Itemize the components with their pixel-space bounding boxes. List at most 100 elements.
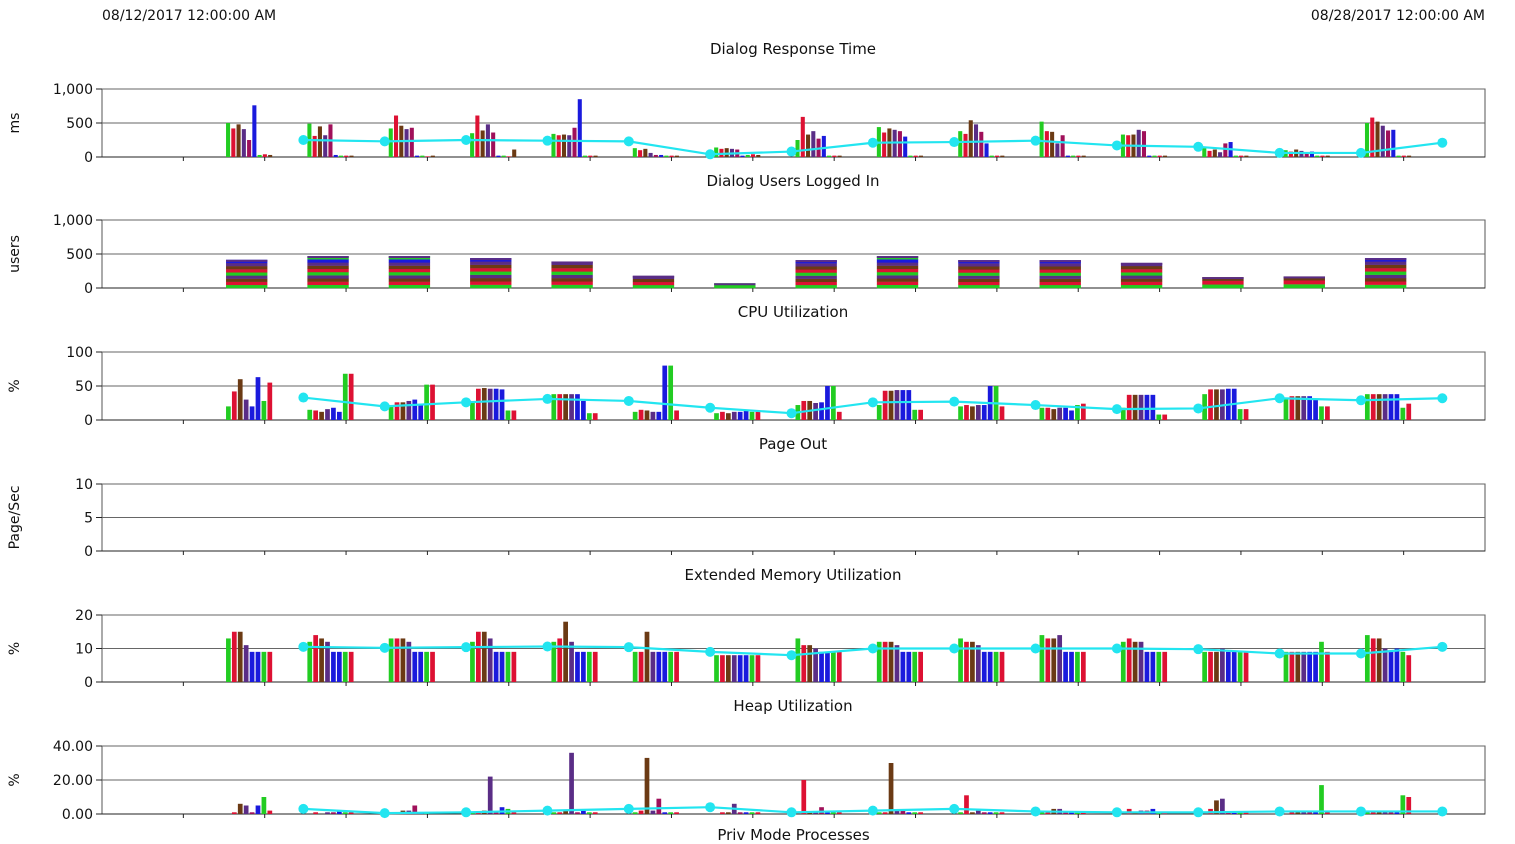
stacked-segment bbox=[1120, 281, 1163, 286]
bar bbox=[1406, 403, 1412, 420]
bar bbox=[650, 810, 656, 814]
bar bbox=[1243, 409, 1249, 420]
bar bbox=[480, 130, 485, 157]
bar bbox=[1382, 394, 1388, 420]
bar bbox=[638, 409, 644, 420]
bar bbox=[1060, 135, 1065, 157]
bar bbox=[900, 390, 906, 420]
average-point bbox=[867, 805, 878, 816]
bar bbox=[1319, 406, 1324, 420]
bar bbox=[243, 645, 249, 682]
bar bbox=[674, 410, 679, 420]
average-point bbox=[705, 402, 716, 413]
bar bbox=[1063, 407, 1068, 420]
bar bbox=[388, 638, 394, 682]
bar bbox=[749, 812, 755, 814]
bar bbox=[592, 413, 598, 420]
average-point bbox=[1437, 806, 1448, 817]
average-point bbox=[1030, 400, 1041, 411]
bar bbox=[506, 156, 511, 157]
bar bbox=[331, 651, 336, 682]
stacked-cap bbox=[876, 256, 919, 259]
bar bbox=[1231, 651, 1237, 682]
bar bbox=[268, 154, 273, 157]
bar bbox=[1325, 812, 1330, 814]
y-tick-label: 0 bbox=[84, 675, 93, 691]
bar bbox=[499, 389, 505, 420]
stacked-segment bbox=[1120, 275, 1163, 279]
stacked-segment bbox=[551, 278, 593, 282]
bar bbox=[581, 810, 586, 814]
bar bbox=[831, 651, 836, 682]
bar bbox=[999, 406, 1005, 420]
bar bbox=[1315, 155, 1320, 157]
bar bbox=[312, 135, 317, 157]
bar bbox=[512, 149, 517, 157]
bar bbox=[981, 812, 987, 814]
bar bbox=[569, 394, 574, 420]
bar bbox=[659, 154, 664, 157]
bar bbox=[1136, 129, 1141, 157]
average-point bbox=[1355, 147, 1366, 158]
bar bbox=[737, 411, 743, 420]
stacked-segment bbox=[1039, 281, 1081, 286]
bar bbox=[674, 155, 679, 157]
bar bbox=[1045, 407, 1051, 420]
y-tick-label: 20 bbox=[75, 608, 93, 624]
bar bbox=[821, 135, 826, 157]
bar bbox=[656, 798, 662, 814]
bar bbox=[325, 641, 330, 682]
bar bbox=[975, 405, 981, 420]
bar bbox=[807, 812, 813, 814]
bar bbox=[806, 134, 811, 157]
bar bbox=[1063, 812, 1068, 814]
bar bbox=[644, 757, 650, 814]
bar bbox=[551, 812, 557, 814]
y-tick-label: 500 bbox=[66, 116, 93, 132]
bar bbox=[415, 155, 420, 157]
bar bbox=[656, 411, 662, 420]
bar bbox=[1325, 406, 1330, 420]
average-point bbox=[623, 395, 634, 406]
average-point bbox=[705, 149, 716, 160]
bar bbox=[342, 651, 348, 682]
bar bbox=[731, 655, 737, 682]
bar bbox=[1364, 635, 1370, 682]
bar bbox=[406, 400, 412, 420]
bar bbox=[801, 645, 807, 682]
stacked-segment bbox=[1364, 284, 1407, 289]
bar bbox=[650, 411, 656, 420]
bar bbox=[476, 388, 481, 420]
bar bbox=[743, 812, 749, 814]
bar bbox=[317, 126, 322, 157]
bar bbox=[1220, 648, 1225, 682]
stacked-cap bbox=[1364, 258, 1407, 261]
bar bbox=[1237, 409, 1243, 420]
bar bbox=[348, 651, 354, 682]
bar bbox=[569, 752, 574, 814]
bar bbox=[1388, 394, 1394, 420]
stacked-segment bbox=[388, 275, 431, 279]
bar bbox=[1386, 130, 1391, 157]
bar bbox=[1288, 151, 1293, 157]
stacked-segment bbox=[958, 278, 1000, 283]
bar bbox=[1152, 155, 1157, 157]
stacked-segment bbox=[470, 284, 512, 289]
bar bbox=[888, 763, 894, 814]
bar bbox=[1319, 641, 1324, 682]
stacked-segment bbox=[1364, 274, 1407, 279]
stacked-segment bbox=[388, 268, 431, 273]
bar bbox=[737, 655, 743, 682]
stacked-segment bbox=[876, 284, 919, 289]
average-point bbox=[379, 642, 390, 653]
stacked-segment bbox=[1364, 281, 1407, 285]
bar bbox=[1237, 812, 1243, 814]
bar bbox=[811, 131, 816, 157]
bar bbox=[236, 124, 241, 157]
bar bbox=[653, 154, 658, 157]
bar bbox=[1075, 405, 1080, 420]
stacked-segment bbox=[1039, 284, 1081, 289]
bar bbox=[1406, 797, 1412, 814]
stacked-segment bbox=[1120, 269, 1163, 273]
bar bbox=[1063, 651, 1068, 682]
